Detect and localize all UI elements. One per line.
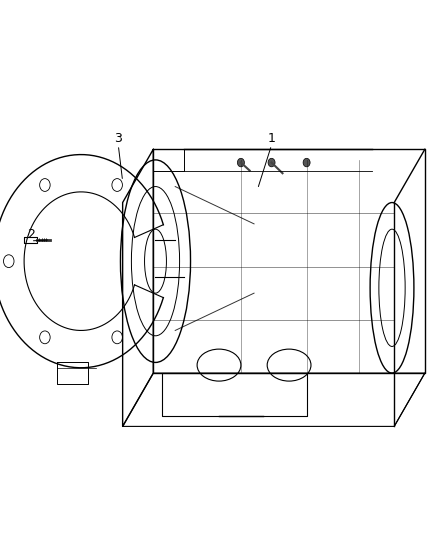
Circle shape	[303, 158, 310, 167]
Text: 1: 1	[268, 132, 276, 145]
Circle shape	[237, 158, 244, 167]
Circle shape	[268, 158, 275, 167]
Text: 2: 2	[27, 228, 35, 241]
Text: 3: 3	[114, 132, 122, 145]
